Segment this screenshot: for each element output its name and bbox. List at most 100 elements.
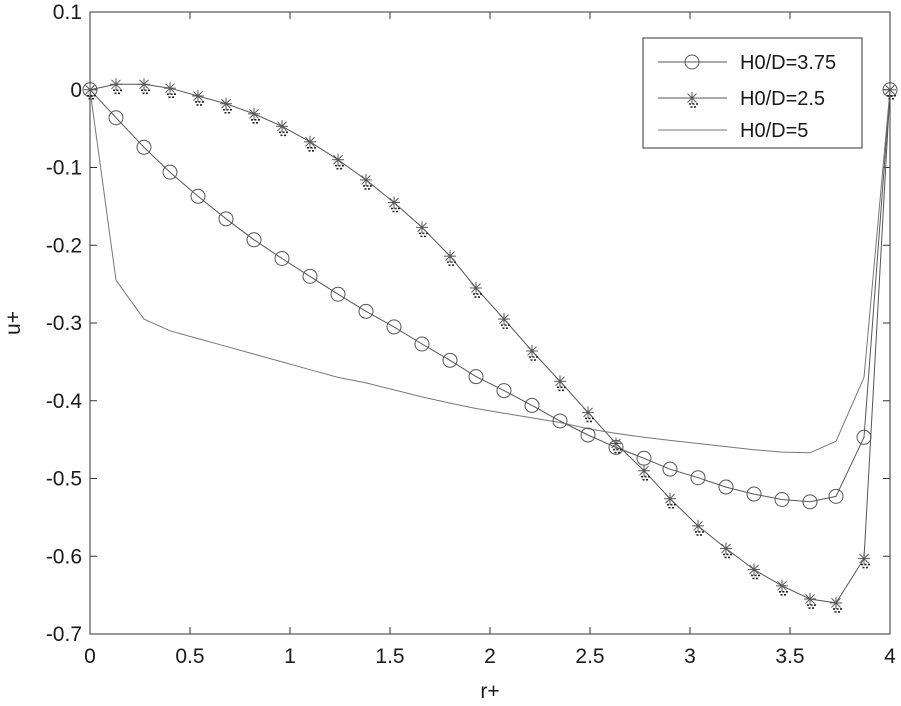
circle-marker [662, 461, 678, 477]
star-marker [858, 552, 870, 569]
y-tick-label: -0.1 [46, 157, 82, 180]
y-tick-label: -0.3 [46, 312, 82, 335]
circle-marker [108, 110, 124, 126]
circle-marker [856, 429, 872, 445]
star-marker [830, 596, 842, 613]
star-marker [304, 135, 316, 152]
star-marker [526, 344, 538, 361]
series-line [89, 89, 891, 503]
star-marker [276, 120, 288, 137]
star-marker [416, 221, 428, 238]
circle-marker [358, 303, 374, 319]
x-tick-label: 1 [284, 645, 296, 668]
star-stroke [333, 154, 343, 165]
star-stroke [555, 376, 565, 387]
circle-marker [330, 286, 346, 302]
circle-marker [442, 352, 458, 368]
y-tick-label: -0.4 [46, 390, 83, 413]
x-axis-label: r+ [480, 680, 499, 703]
circle-marker [774, 491, 790, 507]
star-stroke [277, 121, 287, 132]
star-marker [164, 82, 176, 98]
circle-marker [496, 383, 512, 399]
star-marker [664, 492, 676, 509]
star-stroke [85, 84, 95, 95]
star-stroke [417, 222, 427, 233]
star-marker [748, 563, 760, 580]
legend: H0/D=3.75 H0/D=2.5 H0/D=5 [642, 37, 863, 149]
star-stroke [687, 93, 697, 103]
star-marker [470, 282, 482, 298]
star-marker [582, 406, 594, 423]
star-stroke [111, 79, 121, 90]
star-marker [638, 464, 650, 481]
star-marker [776, 579, 788, 596]
circle-marker [802, 494, 818, 510]
circle-marker [718, 479, 734, 495]
star-marker [804, 593, 816, 609]
x-tick-label: 4 [884, 645, 896, 668]
circle-marker [684, 54, 700, 70]
circle-marker [386, 319, 402, 335]
star-stroke [885, 84, 895, 95]
series-line [89, 83, 891, 604]
circle-marker [162, 164, 178, 180]
star-marker [884, 83, 896, 100]
y-tick-label: -0.5 [46, 468, 82, 491]
y-tick-label: -0.6 [46, 545, 82, 568]
star-marker [332, 153, 344, 170]
star-stroke [693, 521, 703, 531]
star-marker [248, 107, 260, 124]
legend-label: H0/D=5 [740, 120, 808, 142]
star-marker [220, 97, 232, 114]
star-stroke [165, 83, 175, 94]
x-tick-label: 3 [684, 645, 696, 668]
y-tick-label: -0.7 [46, 623, 82, 646]
x-tick-label: 3.5 [775, 645, 804, 668]
star-stroke [611, 438, 621, 449]
star-marker [554, 375, 566, 392]
star-stroke [583, 407, 593, 418]
circle-marker [246, 232, 262, 248]
series-line [89, 89, 891, 454]
star-stroke [721, 543, 731, 554]
star-stroke [139, 79, 149, 90]
star-marker [110, 78, 122, 95]
star-marker [444, 250, 456, 266]
star-marker [388, 196, 400, 213]
star-stroke [527, 346, 537, 356]
circle-marker [746, 486, 762, 502]
circle-marker [274, 250, 290, 266]
star-marker [498, 313, 510, 329]
circle-marker [190, 188, 206, 204]
star-stroke [639, 465, 649, 476]
star-marker [686, 92, 698, 108]
legend-label: H0/D=3.75 [740, 52, 836, 74]
circle-marker [82, 82, 98, 98]
star-marker [360, 173, 372, 190]
star-stroke [805, 594, 815, 604]
circle-marker [690, 470, 706, 486]
star-marker [192, 89, 204, 106]
star-stroke [777, 580, 787, 591]
circle-marker [524, 397, 540, 413]
star-stroke [445, 251, 455, 261]
star-stroke [749, 564, 759, 575]
y-tick-label: 0 [70, 79, 82, 102]
circle-marker [136, 139, 152, 155]
series-markers [82, 78, 898, 613]
star-marker [138, 78, 150, 95]
star-stroke [831, 598, 841, 608]
star-marker [84, 83, 96, 100]
star-stroke [665, 493, 675, 504]
y-axis-label: u+ [2, 311, 25, 335]
star-stroke [389, 197, 399, 208]
y-tick-label: -0.2 [46, 234, 82, 257]
circle-marker [468, 369, 484, 385]
star-stroke [859, 553, 869, 564]
star-marker [610, 437, 622, 454]
star-stroke [361, 175, 371, 185]
star-marker [692, 519, 704, 536]
x-tick-labels: 0 0.5 1 1.5 2 2.5 3 3.5 4 [84, 645, 896, 668]
series-lines [89, 83, 891, 604]
